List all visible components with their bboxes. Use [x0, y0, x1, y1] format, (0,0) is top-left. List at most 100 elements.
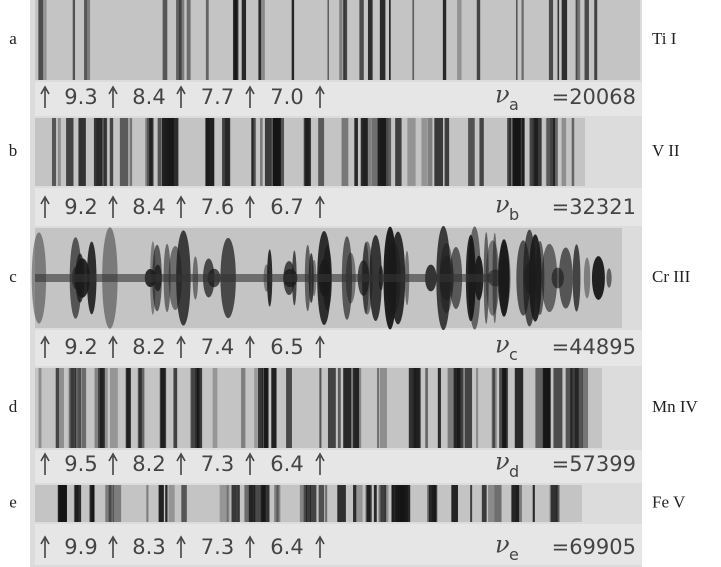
spectral-line	[66, 118, 73, 186]
spectral-line	[207, 118, 209, 186]
element-label: Cr III	[652, 267, 691, 286]
spectral-line	[547, 118, 554, 186]
spectral-line	[479, 118, 483, 186]
spectral-line	[535, 368, 544, 448]
spectral-line	[163, 0, 168, 80]
spectral-line	[392, 485, 400, 522]
spectral-line	[259, 0, 264, 80]
spectral-line	[59, 485, 62, 522]
spectral-line	[355, 368, 361, 448]
spectral-line	[377, 368, 379, 448]
spectral-line	[158, 118, 161, 186]
spectral-line	[276, 118, 284, 186]
scale-value: 9.3	[64, 85, 97, 109]
spectral-line	[73, 0, 75, 80]
spectral-line	[227, 485, 230, 522]
spectral-line	[363, 118, 372, 186]
spectral-line	[328, 0, 329, 80]
spectral-line	[366, 485, 370, 522]
figure: 9.38.47.77.0νa=20068aTi I9.28.47.66.7νb=…	[0, 0, 721, 567]
element-label: Mn IV	[652, 397, 699, 416]
spectral-line	[344, 0, 348, 80]
spectral-line	[575, 0, 580, 80]
spectral-line	[222, 118, 230, 186]
spectral-line	[499, 239, 510, 316]
spectral-line	[292, 0, 294, 80]
nu-subscript: a	[509, 95, 519, 114]
spectral-line	[448, 368, 457, 448]
spectral-line	[353, 485, 356, 522]
spectral-line	[356, 485, 362, 522]
spectral-line	[165, 485, 167, 522]
spectral-line	[549, 0, 553, 80]
spectral-line	[354, 118, 358, 186]
spectral-line	[52, 118, 56, 186]
spectral-line	[468, 118, 475, 186]
spectral-line	[443, 0, 446, 80]
spectral-line	[39, 368, 42, 448]
frequency: =44895	[552, 335, 636, 359]
spectral-line	[342, 118, 349, 186]
spectral-line	[359, 0, 363, 80]
spectral-line	[550, 485, 558, 522]
spectral-line	[385, 485, 389, 522]
spectral-line	[415, 368, 421, 448]
spectral-line	[434, 485, 437, 522]
spectral-line	[110, 368, 118, 448]
spectral-line	[328, 368, 336, 448]
scale-value: 9.9	[64, 535, 97, 559]
spectral-line	[258, 368, 263, 448]
spectral-line	[339, 0, 342, 80]
frequency: =69905	[552, 535, 636, 559]
spectral-line	[374, 485, 377, 522]
spectral-line	[470, 485, 472, 522]
spectral-line	[274, 485, 278, 522]
spectral-line	[181, 485, 187, 522]
panel-letter: b	[9, 141, 18, 160]
spectral-line	[113, 485, 121, 522]
spectral-line	[427, 118, 432, 186]
spectral-line	[368, 0, 373, 80]
spectral-line	[520, 118, 523, 186]
spectral-line	[56, 368, 59, 448]
spectral-line	[265, 118, 272, 186]
panel-letter: e	[9, 492, 17, 511]
spectral-line	[494, 485, 501, 522]
spectral-line	[338, 485, 346, 522]
scale-value: 9.2	[64, 195, 97, 219]
scale-value: 6.5	[270, 335, 303, 359]
nu-subscript: b	[509, 205, 519, 224]
element-label: V II	[652, 141, 680, 160]
spectral-line	[380, 0, 386, 80]
spectral-line	[403, 485, 410, 522]
scale-value: 7.4	[201, 335, 234, 359]
spectral-line	[120, 118, 128, 186]
spectral-line	[319, 368, 321, 448]
spectral-line	[78, 118, 85, 186]
spectral-line	[379, 485, 382, 522]
spectral-line	[533, 485, 535, 522]
spectral-line	[488, 485, 494, 522]
scale-value: 8.2	[132, 335, 165, 359]
spectral-line	[562, 0, 567, 80]
panel-letter: d	[9, 397, 18, 416]
spectral-line	[407, 118, 415, 186]
spectral-line	[251, 118, 253, 186]
spectral-line	[425, 368, 428, 448]
element-label: Ti I	[652, 29, 677, 48]
scale-value: 7.3	[201, 535, 234, 559]
spectral-line	[476, 368, 478, 448]
spectral-line	[304, 118, 310, 186]
spectral-line	[566, 368, 573, 448]
spectral-line	[126, 368, 131, 448]
spectral-line	[438, 368, 441, 448]
scale-value: 6.4	[270, 452, 303, 476]
spectral-line	[516, 0, 518, 80]
element-label: Fe V	[652, 492, 686, 511]
scale-value: 9.5	[64, 452, 97, 476]
spectral-line	[477, 0, 480, 80]
scale-value: 7.3	[201, 452, 234, 476]
nu-symbol: ν	[495, 448, 510, 476]
spectral-line	[434, 118, 443, 186]
spectral-line	[344, 368, 352, 448]
